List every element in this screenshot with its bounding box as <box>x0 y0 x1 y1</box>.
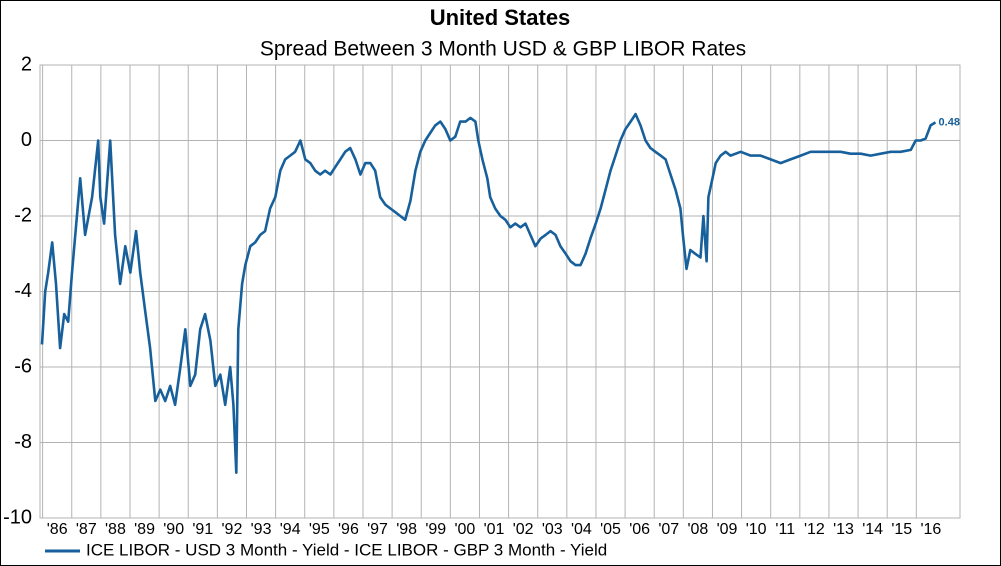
x-tick-label: '99 <box>425 521 446 538</box>
x-tick-label: '90 <box>163 521 184 538</box>
x-tick-label: '88 <box>105 521 126 538</box>
x-tick-label: '03 <box>542 521 563 538</box>
x-tick-label: '08 <box>687 521 708 538</box>
x-tick-label: '01 <box>484 521 505 538</box>
chart-subtitle: Spread Between 3 Month USD & GBP LIBOR R… <box>260 38 746 61</box>
x-tick-label: '89 <box>134 521 155 538</box>
x-tick-label: '09 <box>717 521 738 538</box>
chart-title: United States <box>430 5 571 30</box>
plot-area <box>39 64 961 519</box>
y-tick-label: 0 <box>21 129 32 151</box>
y-tick-label: -6 <box>14 355 32 377</box>
x-tick-label: '04 <box>571 521 592 538</box>
x-tick-label: '13 <box>833 521 854 538</box>
x-tick-label: '94 <box>280 521 301 538</box>
x-tick-label: '92 <box>221 521 242 538</box>
y-tick-label: -4 <box>14 280 32 302</box>
x-tick-label: '06 <box>629 521 650 538</box>
x-tick-label: '07 <box>658 521 679 538</box>
x-tick-label: '14 <box>862 521 883 538</box>
x-tick-label: '95 <box>309 521 330 538</box>
x-tick-label: '11 <box>775 521 795 538</box>
legend-label: ICE LIBOR - USD 3 Month - Yield - ICE LI… <box>86 540 607 559</box>
x-tick-label: '12 <box>804 521 825 538</box>
x-tick-label: '91 <box>192 521 213 538</box>
x-tick-label: '16 <box>920 521 941 538</box>
y-tick-label: -8 <box>14 431 32 453</box>
x-tick-label: '15 <box>891 521 912 538</box>
x-tick-label: '05 <box>600 521 621 538</box>
y-tick-label: 2 <box>21 53 32 75</box>
x-tick-label: '96 <box>338 521 359 538</box>
x-tick-label: '00 <box>454 521 475 538</box>
x-tick-label: '87 <box>76 521 97 538</box>
x-tick-label: '97 <box>367 521 388 538</box>
end-value-label: 0.48 <box>939 116 960 128</box>
y-tick-label: -10 <box>3 506 32 528</box>
x-tick-label: '98 <box>396 521 417 538</box>
y-tick-label: -2 <box>14 204 32 226</box>
x-tick-label: '02 <box>513 521 534 538</box>
x-tick-label: '86 <box>47 521 68 538</box>
data-line <box>40 112 937 474</box>
x-tick-label: '93 <box>251 521 272 538</box>
x-tick-label: '10 <box>746 521 767 538</box>
